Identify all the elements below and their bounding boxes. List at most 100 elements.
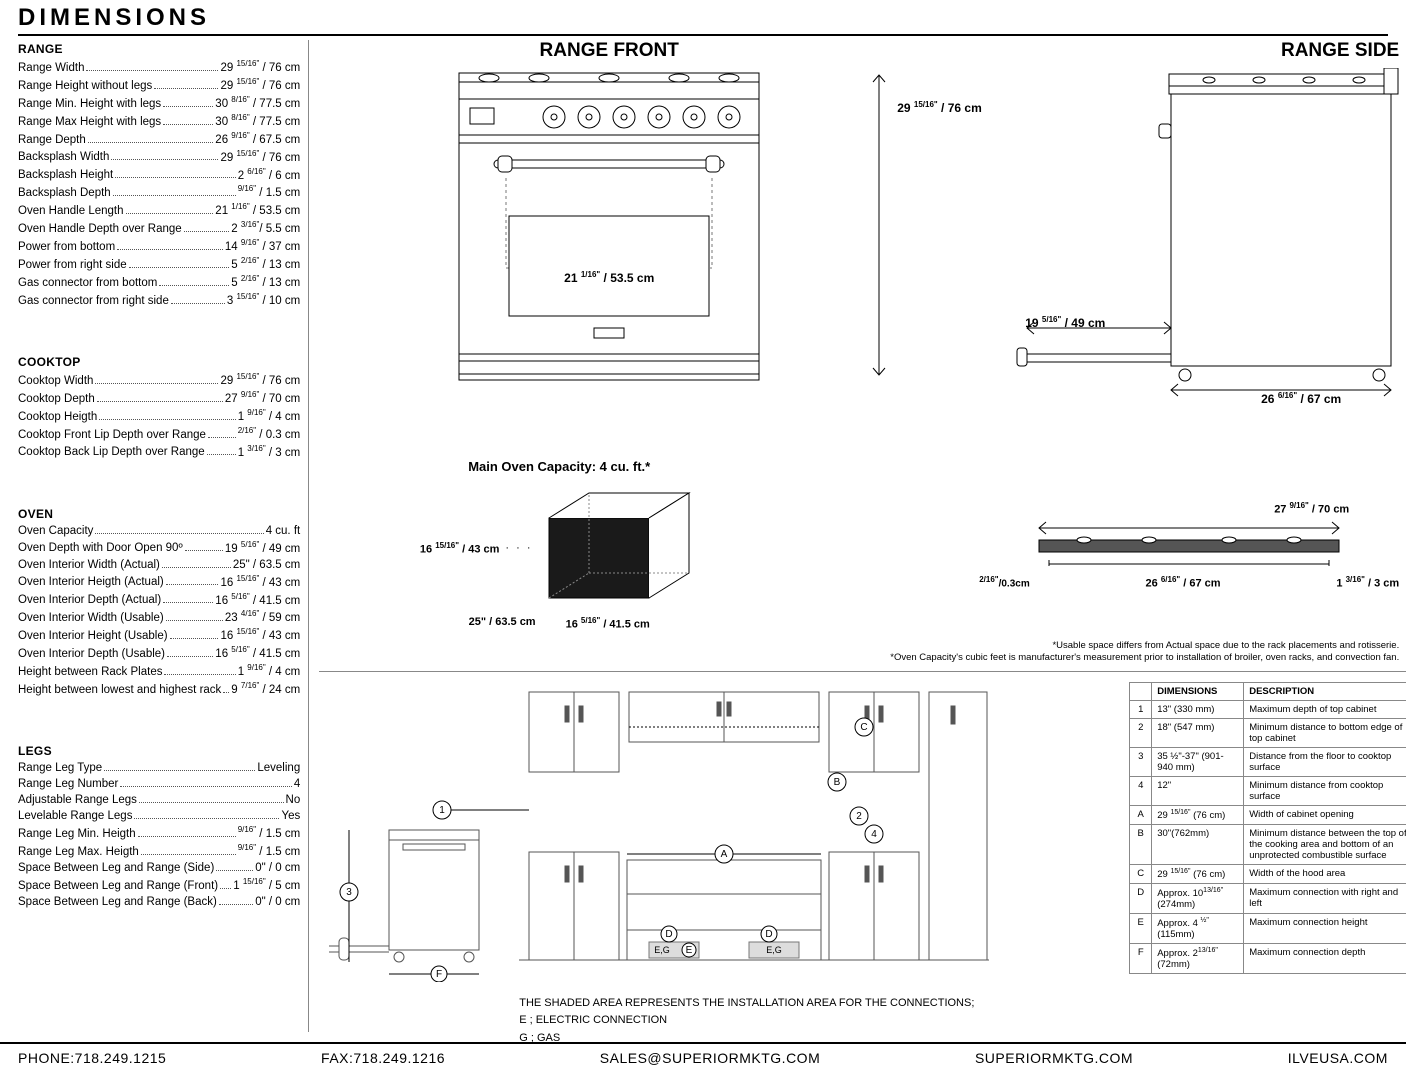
spec-label: Range Leg Min. Heigth xyxy=(18,826,136,842)
install-table-cell: B xyxy=(1130,824,1152,864)
height-arrow xyxy=(859,70,899,390)
install-table-cell: Approx. 4 ½" (115mm) xyxy=(1152,914,1244,944)
spec-value: 14 9/16" / 37 cm xyxy=(225,237,300,255)
install-table-row: B30"(762mm)Minimum distance between the … xyxy=(1130,824,1406,864)
spec-label: Backsplash Height xyxy=(18,167,113,183)
spec-label: Oven Interior Depth (Actual) xyxy=(18,592,161,608)
spec-label: Cooktop Back Lip Depth over Range xyxy=(18,444,205,460)
install-table-cell: 35 ½"-37" (901-940 mm) xyxy=(1152,747,1244,776)
spec-value: Yes xyxy=(281,808,300,824)
spec-label: Oven Interior Width (Usable) xyxy=(18,610,164,626)
install-table-cell: F xyxy=(1130,944,1152,974)
spec-label: Range Leg Type xyxy=(18,760,102,776)
spec-label: Space Between Leg and Range (Front) xyxy=(18,878,218,894)
spec-value: 2 6/16" / 6 cm xyxy=(238,166,301,184)
install-table-cell: Minimum distance from cooktop surface xyxy=(1244,776,1406,805)
spec-value: 19 5/16" / 49 cm xyxy=(225,539,300,557)
spec-value: 1 9/16" / 4 cm xyxy=(238,407,301,425)
spec-label: Range Max Height with legs xyxy=(18,114,161,130)
footer-web2: ILVEUSA.COM xyxy=(1288,1050,1388,1066)
spec-label: Height between Rack Plates xyxy=(18,664,162,680)
spec-label: Oven Interior Heigth (Actual) xyxy=(18,574,164,590)
oven-d-dim: 16 5/16" / 41.5 cm xyxy=(566,616,650,631)
spec-label: Space Between Leg and Range (Back) xyxy=(18,894,217,910)
ct-back-dim: 1 3/16" / 3 cm xyxy=(1336,575,1399,590)
install-table-header xyxy=(1130,682,1152,700)
install-table-row: DApprox. 1013/16" (274mm)Maximum connect… xyxy=(1130,884,1406,914)
spec-label: Cooktop Depth xyxy=(18,391,95,407)
install-table-cell: 2 xyxy=(1130,718,1152,747)
spec-columns: RANGERange Width29 15/16" / 76 cmRange H… xyxy=(18,40,308,1032)
spec-label: Adjustable Range Legs xyxy=(18,792,137,808)
spec-row: Backsplash Width29 15/16" / 76 cm xyxy=(18,148,300,166)
install-table-cell: 29 15/16" (76 cm) xyxy=(1152,864,1244,883)
spec-value: 29 15/16" / 76 cm xyxy=(220,76,300,94)
spec-row: Height between lowest and highest rack9 … xyxy=(18,680,300,698)
spec-value: 16 15/16" / 43 cm xyxy=(220,573,300,591)
spec-value: 4 xyxy=(294,776,300,792)
install-table-cell: Approx. 213/16" (72mm) xyxy=(1152,944,1244,974)
spec-row: Range Width29 15/16" / 76 cm xyxy=(18,58,300,76)
spec-value: 5 2/16" / 13 cm xyxy=(231,273,300,291)
spec-label: Oven Interior Height (Usable) xyxy=(18,628,168,644)
spec-row: Power from bottom14 9/16" / 37 cm xyxy=(18,237,300,255)
diagram-area: RANGE FRONT xyxy=(308,40,1406,1032)
spec-row: Oven Depth with Door Open 90º19 5/16" / … xyxy=(18,539,300,557)
spec-value: 16 15/16" / 43 cm xyxy=(220,626,300,644)
install-table-cell: C xyxy=(1130,864,1152,883)
spec-row: Gas connector from bottom5 2/16" / 13 cm xyxy=(18,273,300,291)
install-table-cell: D xyxy=(1130,884,1152,914)
spec-value: 30 8/16" / 77.5 cm xyxy=(215,94,300,112)
spec-value: 1 15/16" / 5 cm xyxy=(233,876,300,894)
spec-row: Oven Handle Length21 1/16" / 53.5 cm xyxy=(18,201,300,219)
spec-value: 4 cu. ft xyxy=(266,523,301,539)
spec-value: 9/16" / 1.5 cm xyxy=(238,842,301,860)
svg-text:E: E xyxy=(686,945,693,956)
svg-text:4: 4 xyxy=(871,829,877,840)
spec-row: Backsplash Height 2 6/16" / 6 cm xyxy=(18,166,300,184)
range-side-diagram xyxy=(1009,68,1399,398)
spec-value: 1 9/16" / 4 cm xyxy=(238,662,301,680)
install-note-e: E ; ELECTRIC CONNECTION xyxy=(519,1012,1129,1030)
spec-row: Range Depth26 9/16" / 67.5 cm xyxy=(18,130,300,148)
spec-label: Range Leg Number xyxy=(18,776,118,792)
spec-row: Adjustable Range Legs No xyxy=(18,792,300,808)
spec-value: 2 3/16"/ 5.5 cm xyxy=(231,219,300,237)
side-depth-dim: 26 6/16" / 67 cm xyxy=(1261,391,1341,406)
spec-value: 16 5/16" / 41.5 cm xyxy=(215,591,300,609)
spec-row: Space Between Leg and Range (Side)0" / 0… xyxy=(18,860,300,876)
spec-label: Cooktop Front Lip Depth over Range xyxy=(18,427,206,443)
spec-value: No xyxy=(286,792,301,808)
install-table-cell: 13" (330 mm) xyxy=(1152,700,1244,718)
spec-row: Space Between Leg and Range (Front) 1 15/… xyxy=(18,876,300,894)
spec-value: 5 2/16" / 13 cm xyxy=(231,255,300,273)
spec-row: Oven Interior Depth (Actual) 16 5/16" / 4… xyxy=(18,591,300,609)
install-table-cell: 18" (547 mm) xyxy=(1152,718,1244,747)
install-table-row: A29 15/16" (76 cm)Width of cabinet openi… xyxy=(1130,805,1406,824)
svg-text:B: B xyxy=(834,777,841,788)
spec-row: Range Height without legs29 15/16" / 76 … xyxy=(18,76,300,94)
spec-value: 0" / 0 cm xyxy=(255,860,300,876)
spec-value: 29 15/16" / 76 cm xyxy=(220,371,300,389)
svg-text:1: 1 xyxy=(439,805,445,816)
spec-value: 21 1/16" / 53.5 cm xyxy=(215,201,300,219)
range-front-diagram xyxy=(454,68,764,398)
spec-value: 3 15/16" / 10 cm xyxy=(227,291,300,309)
spec-label: Range Min. Height with legs xyxy=(18,96,161,112)
oven-box-diagram xyxy=(539,488,699,608)
spec-value: 0" / 0 cm xyxy=(255,894,300,910)
spec-value: 2/16" / 0.3 cm xyxy=(238,425,301,443)
oven-section-header: OVEN xyxy=(18,507,300,521)
spec-row: Backsplash Depth9/16" / 1.5 cm xyxy=(18,183,300,201)
install-table-cell: Minimum distance between the top of the … xyxy=(1244,824,1406,864)
spec-value: 16 5/16" / 41.5 cm xyxy=(215,644,300,662)
page-title: DIMENSIONS xyxy=(18,4,1388,36)
install-table-cell: 3 xyxy=(1130,747,1152,776)
spec-row: Oven Handle Depth over Range2 3/16"/ 5.5… xyxy=(18,219,300,237)
install-table-row: C29 15/16" (76 cm)Width of the hood area xyxy=(1130,864,1406,883)
spec-label: Power from right side xyxy=(18,257,127,273)
spec-row: Oven Interior Heigth (Actual) 16 15/16" /… xyxy=(18,573,300,591)
spec-value: 25" / 63.5 cm xyxy=(233,557,300,573)
install-table-row: FApprox. 213/16" (72mm)Maximum connectio… xyxy=(1130,944,1406,974)
spec-label: Backsplash Depth xyxy=(18,185,111,201)
